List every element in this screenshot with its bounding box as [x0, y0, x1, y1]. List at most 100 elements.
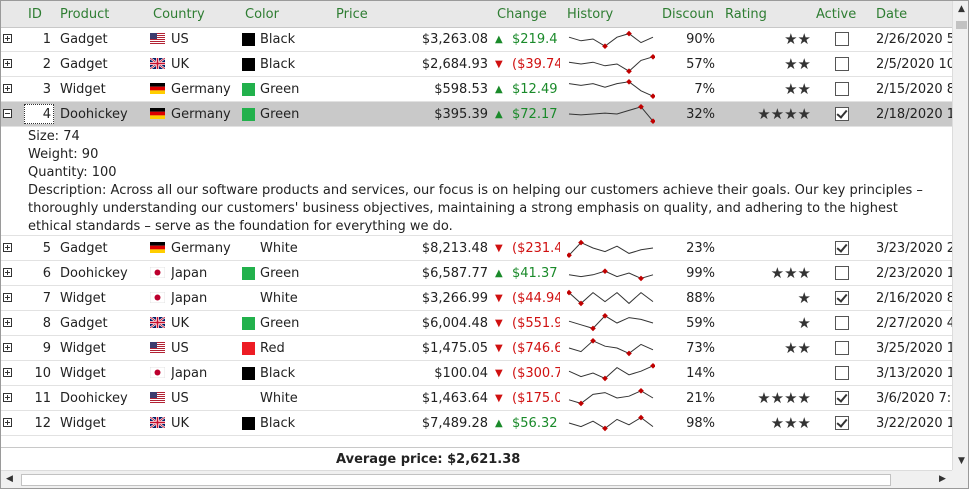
table-row[interactable]: 8 Gadget UK Green $6,004.48 ▼ ($551.9 59% ★ 2/27/…	[1, 311, 953, 336]
active-checkbox[interactable]	[835, 266, 849, 280]
expand-row-icon[interactable]	[3, 368, 12, 377]
active-checkbox[interactable]	[835, 416, 849, 430]
cell-country: Japan	[171, 266, 208, 281]
scroll-right-button[interactable]: ▶	[934, 471, 951, 488]
arrow-down-icon: ▼	[495, 243, 503, 254]
active-checkbox[interactable]	[835, 366, 849, 380]
rating-stars[interactable]: ★★★★	[757, 105, 811, 123]
column-header-product[interactable]: Product	[60, 7, 110, 22]
scroll-left-button[interactable]: ◀	[1, 471, 18, 488]
rating-stars[interactable]: ★★	[784, 30, 811, 48]
table-row[interactable]: 2 Gadget UK Black $2,684.93 ▼ ($39.74 57% ★★ 2/5/…	[1, 52, 953, 77]
us-flag-icon	[150, 33, 165, 44]
grid-header: ID Product Country Color Price Change History D…	[1, 1, 953, 28]
rating-stars[interactable]: ★★★	[770, 264, 811, 282]
expand-row-icon[interactable]	[3, 34, 12, 43]
active-checkbox[interactable]	[835, 82, 849, 96]
cell-price: $6,004.48	[421, 316, 488, 331]
cell-discount: 90%	[686, 32, 715, 47]
column-header-rating[interactable]: Rating	[725, 7, 767, 22]
expand-row-icon[interactable]	[3, 343, 12, 352]
expand-row-icon[interactable]	[3, 418, 12, 427]
collapse-row-icon[interactable]	[3, 109, 12, 118]
table-row[interactable]: 10 Widget Japan Black $100.04 ▼ ($300.7 14% 3/13…	[1, 361, 953, 386]
cell-color: Green	[260, 266, 300, 281]
column-header-history[interactable]: History	[567, 7, 614, 22]
id-cell-editor[interactable]	[24, 104, 54, 124]
column-header-date[interactable]: Date	[876, 7, 908, 22]
cell-country: Japan	[171, 291, 208, 306]
cell-date: 3/22/2020 10	[876, 416, 953, 431]
rating-stars[interactable]: ★★★	[770, 414, 811, 432]
cell-discount: 7%	[694, 82, 715, 97]
table-row[interactable]: 1 Gadget US Black $3,263.08 ▲ $219.4 90% ★★ 2/26/…	[1, 27, 953, 52]
vertical-scrollbar[interactable]: ▲ ▼	[952, 1, 968, 470]
table-row[interactable]: 9 Widget US Red $1,475.05 ▼ ($746.6 73% ★★ 3/25/2…	[1, 336, 953, 361]
rating-stars[interactable]: ★★	[784, 55, 811, 73]
row-detail-panel: Size: 74 Weight: 90 Quantity: 100 Descripti…	[1, 127, 953, 236]
table-row[interactable]: 5 Gadget Germany White $8,213.48 ▼ ($231.4 23% 3…	[1, 236, 953, 261]
table-row[interactable]: 11 Doohickey US White $1,463.64 ▼ ($175.0 21% ★★…	[1, 386, 953, 411]
active-checkbox[interactable]	[835, 316, 849, 330]
cell-color: Black	[260, 57, 296, 72]
table-row[interactable]: 12 Widget UK Black $7,489.28 ▲ $56.32 98% ★★★ 3/2…	[1, 411, 953, 436]
cell-product: Widget	[60, 366, 106, 381]
cell-id: 8	[42, 316, 51, 331]
expand-row-icon[interactable]	[3, 59, 12, 68]
column-header-price[interactable]: Price	[336, 7, 368, 22]
table-row[interactable]: 7 Widget Japan White $3,266.99 ▼ ($44.94 88% ★ 2/…	[1, 286, 953, 311]
expand-row-icon[interactable]	[3, 393, 12, 402]
uk-flag-icon	[149, 57, 166, 70]
cell-discount: 59%	[686, 316, 715, 331]
rating-stars[interactable]	[725, 236, 811, 260]
column-header-active[interactable]: Active	[816, 7, 857, 22]
rating-stars[interactable]: ★	[797, 314, 811, 332]
active-checkbox[interactable]	[835, 291, 849, 305]
grid-footer: Average price: $2,621.38	[1, 447, 953, 471]
expand-row-icon[interactable]	[3, 243, 12, 252]
vertical-scroll-thumb[interactable]	[956, 21, 967, 29]
color-swatch	[242, 33, 255, 46]
active-checkbox[interactable]	[835, 341, 849, 355]
rating-stars[interactable]: ★★★★	[757, 389, 811, 407]
cell-id: 11	[34, 391, 51, 406]
column-header-color[interactable]: Color	[245, 7, 279, 22]
horizontal-scrollbar[interactable]: ◀ ▶	[1, 470, 952, 488]
table-row[interactable]: 4 Doohickey Germany Green $395.39 ▲ $72.17 32% ★…	[1, 102, 953, 127]
cell-product: Doohickey	[60, 391, 128, 406]
cell-id: 1	[42, 32, 51, 47]
scroll-up-button[interactable]: ▲	[953, 1, 968, 18]
cell-change: ($551.9	[512, 316, 560, 331]
cell-price: $7,489.28	[421, 416, 488, 431]
scroll-down-button[interactable]: ▼	[953, 453, 968, 470]
rating-stars[interactable]: ★	[797, 289, 811, 307]
color-swatch	[242, 58, 255, 71]
expand-row-icon[interactable]	[3, 268, 12, 277]
cell-id: 3	[42, 82, 51, 97]
active-checkbox[interactable]	[835, 107, 849, 121]
cell-id: 10	[34, 366, 51, 381]
column-header-change[interactable]: Change	[497, 7, 547, 22]
rating-stars[interactable]	[725, 361, 811, 385]
active-checkbox[interactable]	[835, 241, 849, 255]
rating-stars[interactable]: ★★	[784, 339, 811, 357]
uk-flag-icon	[149, 416, 166, 429]
cell-color: Red	[260, 341, 285, 356]
cell-product: Widget	[60, 416, 106, 431]
column-header-discount[interactable]: Discoun	[662, 7, 714, 22]
active-checkbox[interactable]	[835, 57, 849, 71]
table-row[interactable]: 6 Doohickey Japan Green $6,587.77 ▲ $41.37 99% ★…	[1, 261, 953, 286]
active-checkbox[interactable]	[835, 391, 849, 405]
cell-color: Green	[260, 316, 300, 331]
expand-row-icon[interactable]	[3, 293, 12, 302]
cell-product: Widget	[60, 291, 106, 306]
horizontal-scroll-thumb[interactable]	[21, 474, 891, 486]
active-checkbox[interactable]	[835, 32, 849, 46]
column-header-country[interactable]: Country	[153, 7, 205, 22]
table-row[interactable]: 3 Widget Germany Green $598.53 ▲ $12.49 7% ★★ 2/1…	[1, 77, 953, 102]
column-header-id[interactable]: ID	[28, 7, 42, 22]
expand-row-icon[interactable]	[3, 318, 12, 327]
expand-row-icon[interactable]	[3, 84, 12, 93]
rating-stars[interactable]: ★★	[784, 80, 811, 98]
